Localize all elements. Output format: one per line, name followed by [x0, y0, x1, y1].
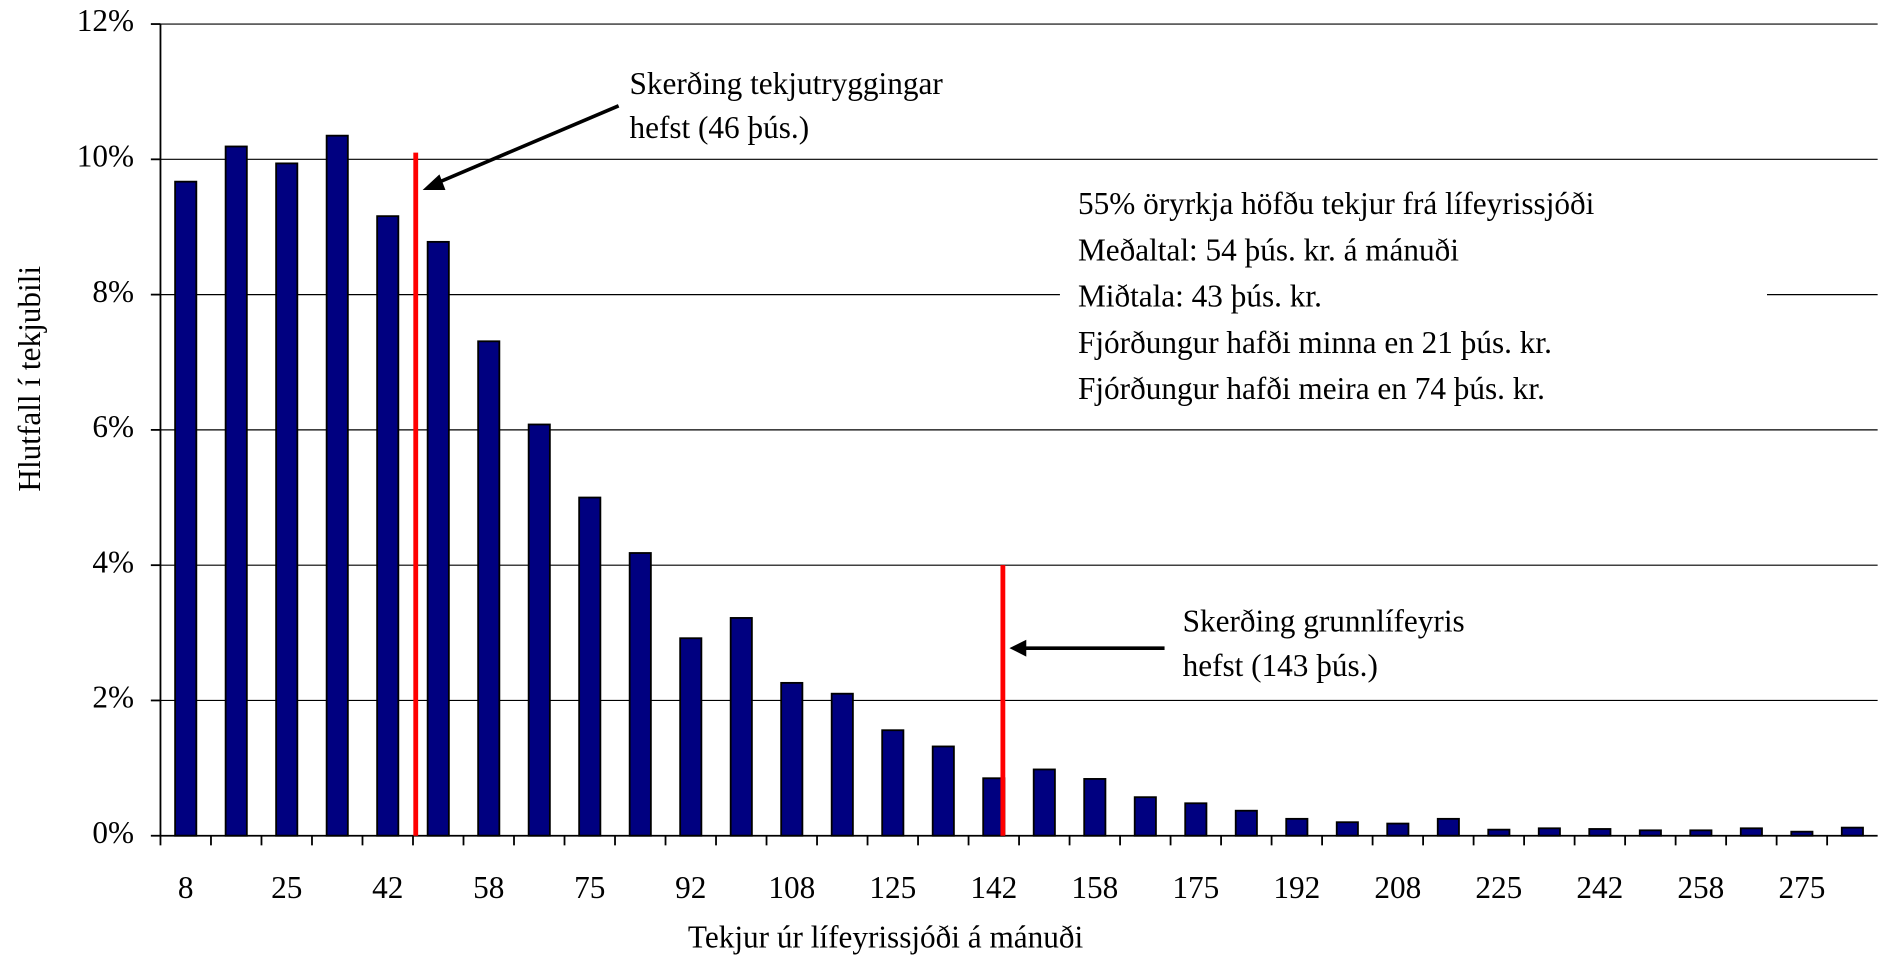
bar: [275, 162, 299, 837]
bar: [1184, 802, 1208, 837]
x-tick-label: 142: [970, 870, 1017, 905]
bar: [628, 552, 652, 837]
x-tick-label: 8: [178, 870, 194, 905]
bar: [426, 240, 450, 837]
arrows: [422, 104, 1165, 657]
x-tick-label: 242: [1576, 870, 1623, 905]
annotation: Skerðing grunnlífeyris: [1183, 603, 1465, 638]
y-axis-label: Hlutfall í tekjubili: [12, 266, 47, 492]
bar: [1537, 827, 1561, 837]
x-tick-label: 75: [574, 870, 605, 905]
bar: [881, 729, 905, 837]
note: Fjórðungur hafði minna en 21 þús. kr.: [1078, 325, 1552, 360]
x-tick-label: 258: [1677, 870, 1724, 905]
bar: [1487, 828, 1511, 837]
x-tick-label: 42: [372, 870, 403, 905]
bar: [1234, 809, 1258, 837]
bar: [325, 134, 349, 837]
bar: [729, 617, 753, 837]
bar: [1739, 827, 1763, 837]
bar: [224, 145, 248, 837]
bar: [1285, 817, 1309, 837]
bar: [931, 745, 955, 837]
x-tick-label: 58: [473, 870, 504, 905]
x-tick-label: 275: [1778, 870, 1825, 905]
annotation: Skerðing tekjutryggingar: [629, 66, 943, 101]
reference-lines: [413, 152, 1006, 836]
note: Meðaltal: 54 þús. kr. á mánuði: [1078, 232, 1459, 267]
y-tick-label: 12%: [77, 3, 134, 38]
bar: [376, 215, 400, 837]
bar: [527, 423, 551, 837]
arrowhead: [1009, 639, 1027, 657]
note: 55% öryrkja höfðu tekjur frá lífeyrissjó…: [1078, 186, 1595, 221]
note: Fjórðungur hafði meira en 74 þús. kr.: [1078, 371, 1545, 406]
y-tick-label: 6%: [92, 409, 134, 444]
y-tick-label: 10%: [77, 139, 134, 174]
bar: [1436, 817, 1460, 837]
x-tick-label: 225: [1475, 870, 1522, 905]
bar: [1386, 822, 1410, 837]
x-tick-label: 208: [1374, 870, 1421, 905]
bar: [174, 180, 198, 837]
annotation: hefst (143 þús.): [1183, 648, 1378, 683]
bar: [1840, 826, 1864, 837]
x-tick-label: 108: [768, 870, 815, 905]
y-tick-label: 4%: [92, 544, 134, 579]
x-tick-label: 175: [1172, 870, 1219, 905]
bar: [1335, 821, 1359, 837]
bar: [477, 340, 501, 837]
bar: [1083, 778, 1107, 837]
x-tick-label: 25: [271, 870, 302, 905]
bar: [830, 692, 854, 837]
grid: [150, 23, 1878, 846]
y-tick-label: 8%: [92, 274, 134, 309]
arrow: [433, 104, 620, 186]
x-tick-label: 192: [1273, 870, 1320, 905]
y-tick-label: 0%: [92, 815, 134, 850]
x-tick-label: 158: [1071, 870, 1118, 905]
bar: [578, 496, 602, 837]
annotation: hefst (46 þús.): [629, 110, 809, 145]
arrowhead: [422, 174, 446, 190]
x-tick-label: 92: [675, 870, 706, 905]
x-tick-label: 125: [869, 870, 916, 905]
bar: [1133, 796, 1157, 837]
note: Miðtala: 43 þús. kr.: [1078, 279, 1322, 314]
x-axis-label: Tekjur úr lífeyrissjóði á mánuði: [688, 920, 1084, 955]
note-box: [1059, 180, 1768, 415]
y-tick-label: 2%: [92, 680, 134, 715]
bar: [1032, 768, 1056, 837]
notes: 55% öryrkja höfðu tekjur frá lífeyrissjó…: [1078, 186, 1595, 406]
bar: [780, 681, 804, 837]
bar: [1588, 828, 1612, 837]
bar: [679, 637, 703, 837]
